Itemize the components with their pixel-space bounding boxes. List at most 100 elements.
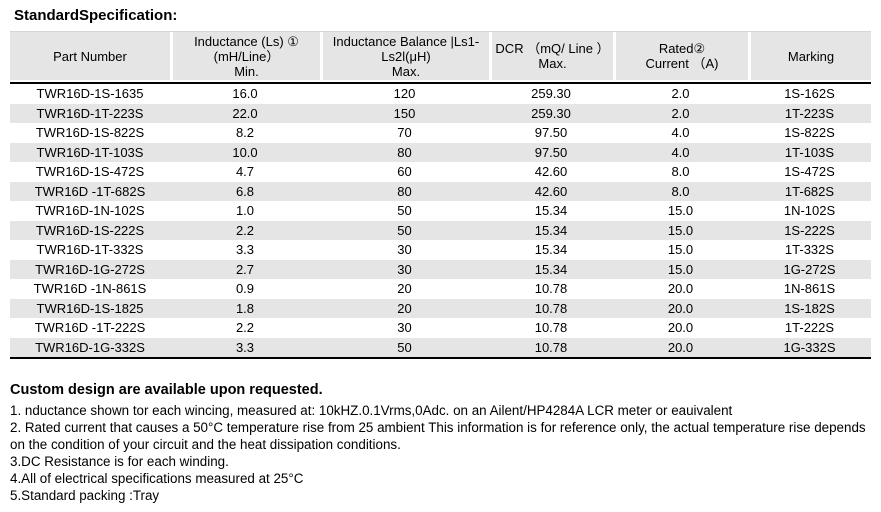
table-cell: 259.30 [531, 86, 571, 102]
table-cell: 1N-102S [783, 203, 836, 219]
table-row: TWR16D-1T-103S 10.0 80 97.50 4.0 1T-103S [10, 142, 871, 162]
table-row: TWR16D-1G-272S 2.7 30 15.34 15.0 1G-272S [10, 259, 871, 279]
table-cell: 1T-332S [784, 242, 835, 258]
custom-design-note: Custom design are available upon request… [10, 382, 323, 398]
table-cell: 8.0 [671, 183, 690, 199]
table-row: TWR16D-1T-223S 22.0 150 259.30 2.0 1T-223S [10, 103, 871, 123]
table-cell: 1G-332S [783, 339, 836, 355]
table-cell: 1.0 [235, 203, 255, 219]
table-header-row: Part Number Inductance (Ls) ① (mH/Line） … [10, 31, 871, 80]
table-cell: TWR16D-1S-822S [35, 125, 145, 141]
table-cell: 8.2 [235, 125, 255, 141]
table-cell: 42.60 [534, 164, 568, 180]
table-cell: 1.8 [235, 300, 255, 316]
table-cell: 15.34 [534, 242, 568, 258]
table-cell: TWR16D-1S-1635 [36, 86, 144, 102]
table-cell: 15.34 [534, 203, 568, 219]
table-cell: TWR16D-1S-472S [35, 164, 145, 180]
table-cell: 1T-682S [784, 183, 835, 199]
table-cell: TWR16D-1N-102S [35, 203, 145, 219]
page-title: StandardSpecification: [14, 7, 178, 24]
header-rule [10, 82, 871, 84]
table-cell: 1S-222S [784, 222, 835, 238]
table-cell: 10.78 [534, 281, 568, 297]
table-cell: 2.2 [235, 222, 255, 238]
table-cell: 4.7 [235, 164, 255, 180]
table-cell: 15.0 [667, 261, 694, 277]
spec-table: Part Number Inductance (Ls) ① (mH/Line） … [10, 31, 871, 359]
header-line: Inductance (Ls) ① [194, 33, 299, 49]
header-dcr: DCR （mQ/ Line ） Max. [489, 32, 613, 80]
table-cell: 20.0 [667, 320, 694, 336]
table-cell: 1S-472S [784, 164, 835, 180]
header-line: Inductance Balance |Ls1- [332, 33, 480, 49]
table-cell: 15.0 [667, 222, 694, 238]
table-row: TWR16D-1N-102S 1.0 50 15.34 15.0 1N-102S [10, 201, 871, 221]
table-cell: 1T-222S [784, 320, 835, 336]
table-cell: 30 [397, 261, 412, 277]
header-part-number: Part Number [10, 32, 170, 80]
table-cell: 10.78 [534, 300, 568, 316]
table-body: TWR16D-1S-1635 16.0 120 259.30 2.0 1S-162S TWR… [10, 84, 871, 357]
table-row: TWR16D-1S-222S 2.2 50 15.34 15.0 1S-222S [10, 220, 871, 240]
header-marking: Marking [748, 32, 871, 80]
table-cell: 20 [397, 300, 412, 316]
table-cell: 259.30 [531, 105, 571, 121]
table-cell: 1S-822S [784, 125, 835, 141]
note-item: 2. Rated current that causes a 50°C temp… [10, 420, 866, 452]
table-row: TWR16D-1S-822S 8.2 70 97.50 4.0 1S-822S [10, 123, 871, 143]
table-row: TWR16D -1N-861S 0.9 20 10.78 20.0 1N-861S [10, 279, 871, 299]
table-cell: 80 [397, 183, 412, 199]
header-line: Rated② [658, 41, 706, 56]
table-cell: 42.60 [534, 183, 568, 199]
header-rated-current: Rated② Current （A) [613, 32, 748, 80]
table-cell: 10.78 [534, 320, 568, 336]
table-cell: 50 [397, 339, 412, 355]
table-cell: 97.50 [534, 144, 568, 160]
note-item: 1. nductance shown tor each wincing, mea… [10, 403, 733, 418]
table-row: TWR16D-1S-472S 4.7 60 42.60 8.0 1S-472S [10, 162, 871, 182]
table-cell: TWR16D -1T-682S [34, 183, 146, 199]
header-line: Max. [391, 63, 421, 79]
table-cell: 20.0 [667, 281, 694, 297]
table-cell: TWR16D-1T-332S [36, 242, 144, 258]
notes-list: 1. nductance shown tor each wincing, mea… [10, 402, 866, 504]
table-row: TWR16D -1T-222S 2.2 30 10.78 20.0 1T-222S [10, 318, 871, 338]
table-cell: 0.9 [235, 281, 255, 297]
table-cell: 2.0 [671, 105, 690, 121]
table-cell: 15.0 [667, 203, 694, 219]
table-cell: TWR16D-1G-332S [35, 339, 145, 355]
table-cell: 30 [397, 242, 412, 258]
header-line: DCR （mQ/ Line ） [495, 41, 610, 56]
header-line: Marking [787, 48, 835, 64]
table-cell: 1N-861S [783, 281, 836, 297]
table-cell: 3.3 [235, 242, 255, 258]
table-cell: 1G-272S [783, 261, 836, 277]
header-line: Current （A) [645, 56, 719, 71]
table-cell: 50 [397, 222, 412, 238]
notes-section: Custom design are available upon request… [10, 381, 866, 504]
header-line: Part Number [53, 48, 127, 64]
table-cell: 15.0 [667, 242, 694, 258]
table-cell: 20.0 [667, 300, 694, 316]
table-cell: 20 [397, 281, 412, 297]
table-cell: 70 [397, 125, 412, 141]
table-cell: 1S-182S [784, 300, 835, 316]
table-cell: TWR16D-1G-272S [35, 261, 145, 277]
table-cell: 1T-103S [784, 144, 835, 160]
table-cell: 4.0 [671, 125, 690, 141]
header-inductance-balance: Inductance Balance |Ls1- Ls2l(μH) Max. [320, 32, 489, 80]
table-cell: 15.34 [534, 222, 568, 238]
table-cell: 3.3 [235, 339, 255, 355]
table-row: TWR16D-1G-332S 3.3 50 10.78 20.0 1G-332S [10, 337, 871, 357]
table-cell: 22.0 [232, 105, 258, 121]
table-row: TWR16D-1S-1635 16.0 120 259.30 2.0 1S-162S [10, 84, 871, 104]
header-line: Ls2l(μH) [381, 48, 431, 64]
table-row: TWR16D-1S-1825 1.8 20 10.78 20.0 1S-182S [10, 298, 871, 318]
table-cell: 1S-162S [784, 86, 835, 102]
table-cell: 20.0 [667, 339, 694, 355]
table-cell: 120 [393, 86, 416, 102]
header-inductance: Inductance (Ls) ① (mH/Line） Min. [170, 32, 320, 80]
table-cell: TWR16D-1S-222S [35, 222, 145, 238]
table-cell: 10.0 [232, 144, 258, 160]
